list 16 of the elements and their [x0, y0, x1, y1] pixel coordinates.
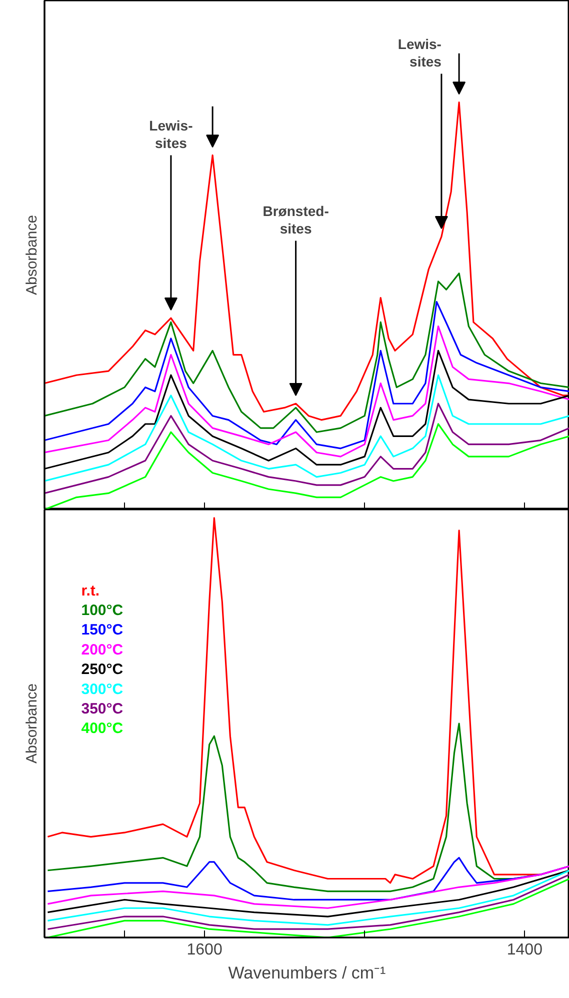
annotation: Lewis- sites [149, 118, 194, 152]
text: r.t. [81, 582, 100, 600]
y-axis-title: Absorbance [24, 683, 40, 764]
text: 400°C [81, 720, 124, 738]
x-axis-title: Wavenumbers / cm⁻¹ [228, 964, 386, 982]
text: 100°C [81, 602, 124, 620]
text: 200°C [81, 641, 124, 658]
annotation: Lewis- sites [398, 36, 442, 70]
text: 150°C [81, 622, 124, 639]
text: 300°C [81, 680, 124, 698]
text: 250°C [81, 661, 124, 678]
y-axis-title: Absorbance [24, 214, 40, 296]
text: 350°C [81, 700, 124, 718]
annotation: Brønsted- sites [262, 203, 330, 237]
x-tick-label: 1600 [186, 942, 222, 958]
x-tick-label: 1400 [506, 942, 543, 958]
